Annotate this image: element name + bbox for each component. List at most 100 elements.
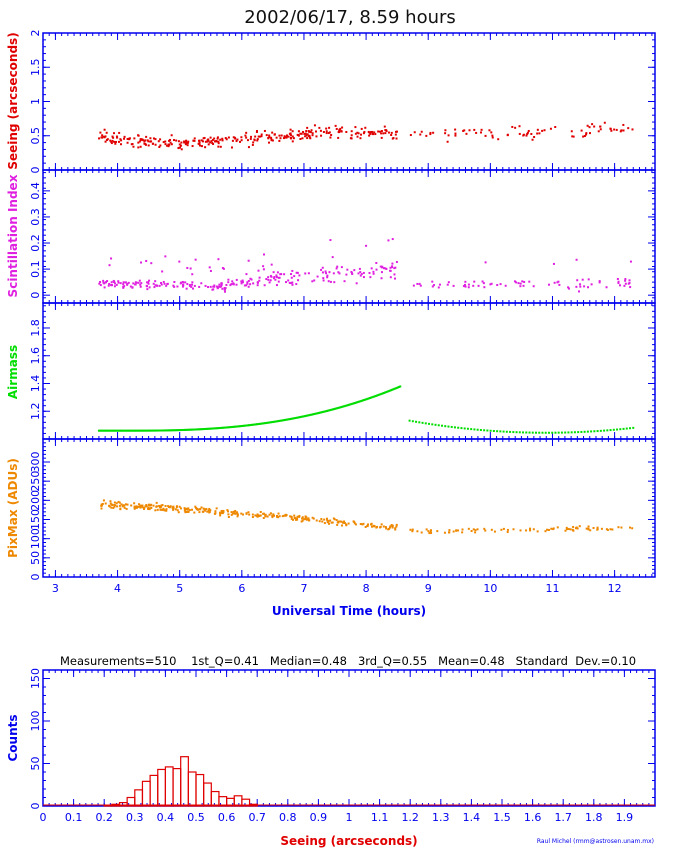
data-point — [259, 514, 262, 517]
data-point — [529, 529, 532, 532]
data-point — [244, 424, 247, 427]
data-point — [117, 140, 120, 143]
data-point — [389, 269, 392, 272]
data-point — [202, 510, 205, 513]
data-point — [431, 285, 434, 288]
data-point — [467, 286, 470, 289]
data-point — [215, 507, 218, 510]
data-point — [253, 138, 256, 141]
data-point — [185, 287, 188, 290]
data-point — [133, 502, 136, 505]
data-point — [314, 412, 317, 415]
data-point — [386, 390, 389, 393]
data-point — [522, 431, 525, 434]
data-point — [240, 282, 243, 285]
data-point — [585, 527, 588, 530]
data-point — [320, 518, 323, 521]
data-point — [207, 509, 210, 512]
data-point — [301, 137, 304, 140]
data-point — [306, 414, 309, 417]
data-point — [149, 429, 152, 432]
data-point — [408, 419, 411, 422]
histogram-bar — [180, 756, 189, 807]
data-point — [207, 143, 210, 146]
data-point — [102, 499, 105, 502]
data-point — [237, 513, 240, 516]
data-point — [455, 529, 458, 532]
data-point — [257, 423, 260, 426]
data-point — [154, 143, 157, 146]
data-point — [215, 427, 218, 430]
data-point — [245, 512, 248, 515]
data-point — [475, 131, 478, 134]
data-point — [224, 137, 227, 140]
data-point — [267, 137, 270, 140]
data-point — [179, 507, 182, 510]
data-point — [299, 137, 302, 140]
y-tick-label: 250 — [29, 471, 42, 492]
data-point — [118, 501, 121, 504]
data-point — [228, 426, 231, 429]
data-point — [479, 428, 482, 431]
data-point — [360, 133, 363, 136]
data-point — [188, 283, 191, 286]
data-point — [488, 129, 491, 132]
data-point — [120, 503, 123, 506]
data-point — [154, 429, 157, 432]
data-point — [217, 145, 220, 148]
data-point — [330, 521, 333, 524]
data-point — [193, 511, 196, 514]
data-point — [622, 129, 625, 132]
data-point — [186, 283, 189, 286]
data-point — [112, 132, 115, 135]
data-point — [216, 287, 219, 290]
data-point — [382, 132, 385, 135]
data-point — [213, 427, 216, 430]
data-point — [348, 403, 351, 406]
data-point — [177, 511, 180, 514]
data-point — [103, 286, 106, 289]
data-point — [120, 429, 123, 432]
data-point — [175, 429, 178, 432]
data-point — [283, 514, 286, 517]
data-point — [191, 508, 194, 511]
data-point — [111, 135, 114, 138]
data-point — [186, 266, 189, 269]
data-point — [186, 141, 189, 144]
data-point — [341, 126, 344, 129]
data-point — [446, 140, 449, 143]
data-point — [388, 527, 391, 530]
data-point — [554, 431, 557, 434]
histogram-bar — [172, 767, 182, 807]
data-point — [130, 429, 133, 432]
data-point — [356, 401, 359, 404]
data-point — [172, 284, 175, 287]
histogram-bar — [187, 771, 197, 807]
data-point — [286, 418, 289, 421]
data-point — [224, 426, 227, 429]
data-point — [535, 431, 538, 434]
data-point — [444, 425, 447, 428]
data-point — [209, 427, 212, 430]
data-point — [332, 517, 335, 520]
data-point — [389, 525, 392, 528]
data-point — [164, 143, 167, 146]
data-point — [529, 527, 532, 530]
y-tick-label: 0.1 — [29, 260, 42, 278]
data-point — [472, 528, 475, 531]
data-point — [481, 280, 484, 283]
data-point — [145, 135, 148, 138]
data-point — [613, 128, 616, 131]
data-point — [165, 429, 168, 432]
data-point — [305, 518, 308, 521]
data-point — [378, 130, 381, 133]
data-point — [385, 267, 388, 270]
data-point — [374, 133, 377, 136]
data-point — [585, 133, 588, 136]
x-tick-label: 0.4 — [157, 811, 175, 824]
data-point — [259, 422, 262, 425]
data-point — [391, 526, 394, 529]
data-point — [581, 278, 584, 281]
data-point — [484, 529, 487, 532]
data-point — [564, 529, 567, 532]
